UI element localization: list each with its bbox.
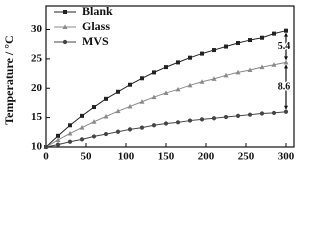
legend-label: MVS (82, 34, 109, 48)
data-point (260, 35, 264, 40)
data-point (271, 62, 277, 67)
data-point (271, 110, 277, 116)
x-tick-label: 0 (43, 151, 49, 163)
data-point (259, 111, 265, 116)
data-point (91, 134, 97, 139)
data-point (187, 118, 193, 123)
x-tick-label: 50 (81, 151, 93, 163)
series-line (45, 61, 287, 148)
data-point (80, 113, 84, 118)
arrow-head (284, 105, 288, 110)
data-point (284, 28, 288, 33)
legend-marker (62, 39, 68, 45)
data-point (236, 41, 240, 46)
data-point (104, 96, 108, 101)
data-point (139, 99, 145, 104)
data-point (223, 72, 229, 78)
data-point (235, 113, 241, 118)
data-point (175, 86, 181, 92)
x-tick-label: 150 (158, 151, 175, 163)
data-point (163, 90, 169, 95)
arrow-head (284, 32, 288, 37)
data-point (247, 112, 253, 117)
legend-label: Blank (82, 4, 113, 18)
data-point (235, 69, 241, 75)
y-tick-label: 30 (31, 23, 43, 35)
data-point (223, 114, 229, 120)
data-point (152, 70, 156, 75)
data-point (212, 48, 216, 53)
data-point (247, 67, 253, 73)
data-point (103, 131, 109, 137)
data-point (283, 109, 289, 114)
data-point (56, 133, 60, 138)
data-point (211, 116, 217, 121)
data-point (151, 123, 157, 128)
data-point (116, 89, 120, 94)
arrow-head (284, 56, 288, 61)
data-point (164, 65, 168, 70)
data-point (272, 31, 276, 36)
data-point (224, 44, 228, 49)
data-point (139, 125, 145, 130)
data-point (79, 137, 85, 142)
y-tick-label: 15 (31, 111, 43, 123)
y-tick-label: 25 (31, 52, 43, 64)
annotation: 5.4 (278, 41, 291, 52)
data-point (211, 76, 217, 81)
data-point (199, 117, 205, 122)
data-point (91, 119, 97, 124)
legend-label: Glass (82, 19, 110, 33)
data-point (67, 130, 73, 136)
data-point (115, 129, 121, 134)
data-point (200, 51, 204, 56)
data-point (176, 60, 180, 65)
data-point (140, 76, 144, 81)
data-point (259, 64, 265, 70)
y-tick-label: 20 (31, 82, 43, 94)
data-point (127, 127, 133, 132)
data-point (55, 137, 61, 142)
x-tick-label: 250 (238, 151, 255, 163)
data-point (55, 142, 61, 147)
data-point (163, 121, 169, 126)
data-point (79, 125, 85, 130)
data-point (43, 144, 49, 150)
data-point (127, 103, 133, 109)
data-point (103, 113, 109, 119)
arrow-head (284, 64, 288, 69)
data-point (115, 108, 121, 114)
data-point (248, 38, 252, 43)
y-tick-label: 10 (31, 141, 43, 153)
annotation: 8.6 (278, 81, 291, 92)
x-tick-label: 300 (278, 151, 295, 163)
legend-marker (63, 10, 67, 14)
data-point (187, 82, 193, 88)
data-point (188, 55, 192, 60)
legend-marker (62, 24, 68, 29)
data-point (283, 59, 289, 65)
data-point (68, 123, 72, 128)
page: {"chart_data": {"type": "line", "y_label… (1, 3, 295, 163)
data-point (67, 139, 73, 144)
data-point (128, 82, 132, 87)
data-point (92, 105, 96, 110)
data-point (175, 120, 181, 125)
data-point (151, 94, 157, 100)
data-point (199, 79, 205, 84)
plot-frame (45, 5, 295, 148)
x-tick-label: 100 (118, 151, 135, 163)
x-tick-label: 200 (198, 151, 215, 163)
y-axis-label: Temperature / °C (2, 35, 16, 124)
